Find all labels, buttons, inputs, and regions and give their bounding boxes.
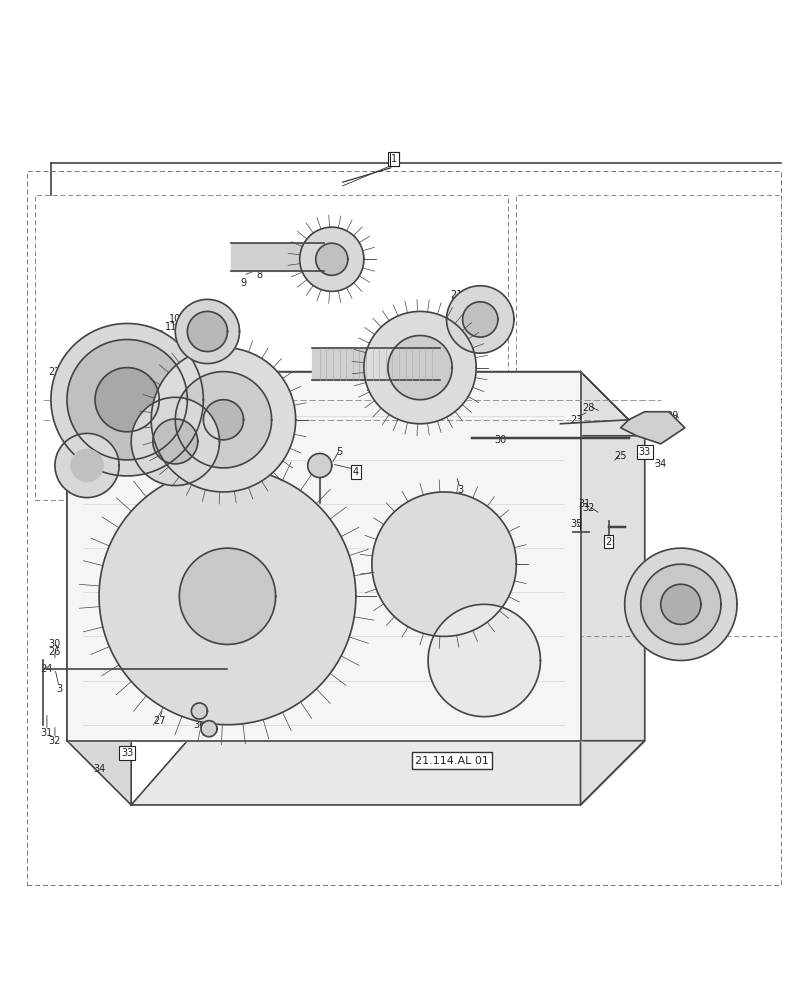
Text: 23: 23: [570, 415, 583, 425]
Polygon shape: [131, 397, 220, 486]
Polygon shape: [661, 584, 701, 624]
Text: 26: 26: [48, 647, 61, 657]
Polygon shape: [372, 492, 516, 636]
Text: 17: 17: [157, 423, 170, 433]
Polygon shape: [71, 449, 103, 482]
Text: 14: 14: [77, 347, 89, 357]
Text: 1: 1: [390, 154, 397, 164]
Text: 30: 30: [494, 435, 507, 445]
Text: 22: 22: [48, 367, 61, 377]
Text: 3: 3: [56, 684, 62, 694]
Polygon shape: [179, 548, 276, 644]
Text: 5: 5: [337, 447, 343, 457]
Polygon shape: [67, 340, 187, 460]
Text: 31: 31: [40, 728, 53, 738]
Polygon shape: [231, 243, 324, 271]
Text: 15: 15: [366, 383, 378, 393]
Text: 33: 33: [638, 447, 651, 457]
Polygon shape: [308, 453, 332, 478]
Text: 2: 2: [605, 537, 612, 547]
Text: 25: 25: [614, 451, 627, 461]
Text: 21: 21: [450, 290, 462, 300]
Polygon shape: [580, 372, 645, 805]
Text: 30: 30: [48, 639, 61, 649]
Polygon shape: [67, 372, 645, 436]
Polygon shape: [131, 741, 645, 805]
Polygon shape: [187, 311, 228, 352]
Polygon shape: [153, 419, 198, 464]
Text: 32: 32: [48, 736, 61, 746]
Polygon shape: [51, 323, 204, 476]
Polygon shape: [316, 243, 347, 275]
Text: 10: 10: [169, 314, 182, 324]
Polygon shape: [151, 348, 296, 492]
Text: 24: 24: [40, 664, 53, 674]
Polygon shape: [204, 400, 243, 440]
Polygon shape: [55, 433, 119, 498]
Polygon shape: [175, 372, 271, 468]
Text: 12: 12: [153, 330, 166, 340]
Text: 33: 33: [121, 748, 133, 758]
Text: 8: 8: [256, 270, 263, 280]
Text: 20: 20: [450, 298, 462, 308]
Text: 16: 16: [205, 407, 217, 417]
Text: 31: 31: [579, 499, 591, 509]
Text: 1: 1: [391, 154, 398, 164]
Polygon shape: [388, 335, 452, 400]
Polygon shape: [175, 299, 239, 364]
Text: 34: 34: [93, 764, 105, 774]
Polygon shape: [95, 368, 159, 432]
Polygon shape: [300, 227, 364, 291]
Text: 37: 37: [201, 728, 213, 738]
Text: 25: 25: [145, 559, 158, 569]
Polygon shape: [463, 302, 498, 337]
Text: 18: 18: [69, 459, 81, 469]
Polygon shape: [312, 348, 440, 380]
Text: 29: 29: [667, 411, 679, 421]
Text: 34: 34: [654, 459, 667, 469]
Polygon shape: [99, 468, 356, 725]
Text: 35: 35: [570, 519, 583, 529]
Text: 32: 32: [583, 503, 595, 513]
Polygon shape: [641, 564, 721, 644]
Text: 13: 13: [154, 435, 166, 445]
Polygon shape: [67, 372, 131, 805]
Polygon shape: [621, 412, 685, 444]
Polygon shape: [67, 372, 580, 741]
Text: 19: 19: [69, 467, 81, 477]
Text: 28: 28: [583, 403, 595, 413]
Polygon shape: [428, 604, 541, 717]
Text: 3: 3: [457, 485, 463, 495]
Text: 27: 27: [153, 716, 166, 726]
Polygon shape: [447, 286, 514, 353]
Polygon shape: [201, 721, 217, 737]
Text: 21.114.AL 01: 21.114.AL 01: [415, 756, 489, 766]
Polygon shape: [364, 311, 476, 424]
Text: 36: 36: [193, 720, 205, 730]
Text: 6: 6: [678, 607, 684, 617]
Text: 7: 7: [674, 595, 680, 605]
Text: 9: 9: [241, 278, 246, 288]
Polygon shape: [625, 548, 737, 660]
Text: 4: 4: [353, 467, 359, 477]
Polygon shape: [191, 703, 208, 719]
Text: 11: 11: [165, 322, 178, 332]
